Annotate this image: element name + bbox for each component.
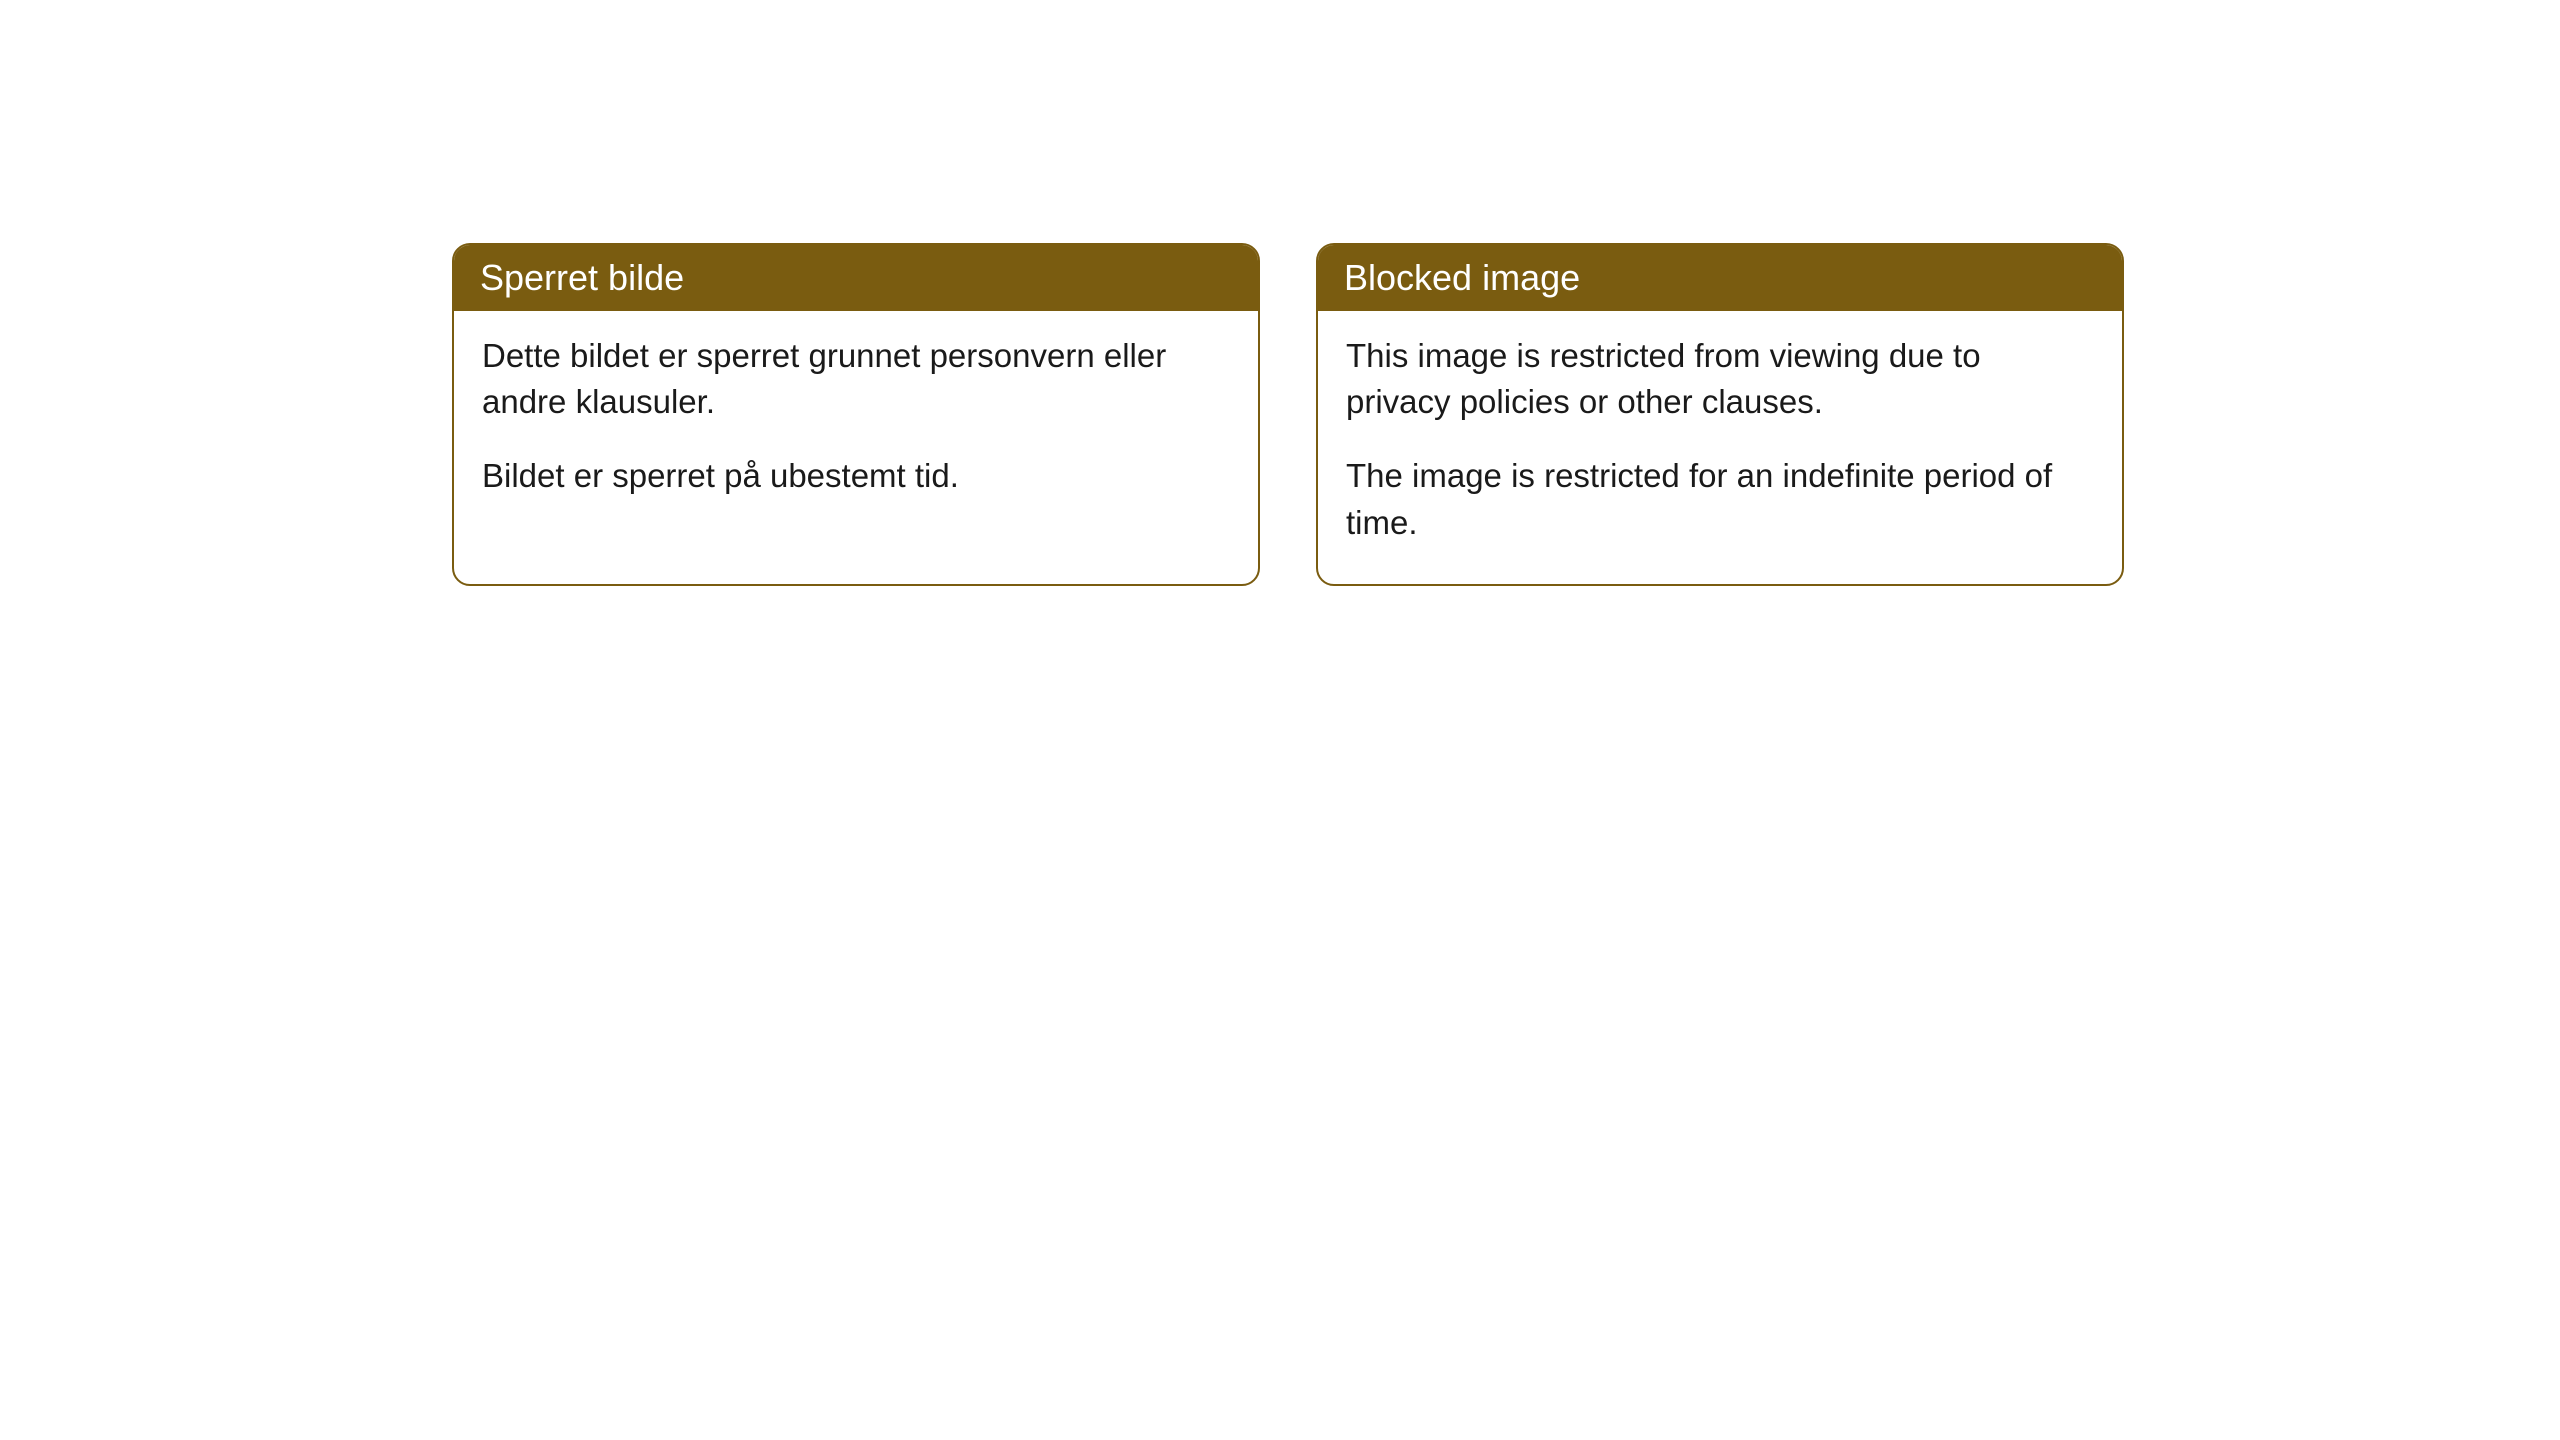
card-body: Dette bildet er sperret grunnet personve… <box>454 311 1258 538</box>
card-paragraph: The image is restricted for an indefinit… <box>1346 453 2094 545</box>
card-paragraph: Dette bildet er sperret grunnet personve… <box>482 333 1230 425</box>
card-body: This image is restricted from viewing du… <box>1318 311 2122 584</box>
notice-card-norwegian: Sperret bilde Dette bildet er sperret gr… <box>452 243 1260 586</box>
card-title: Sperret bilde <box>480 257 684 298</box>
notice-cards-container: Sperret bilde Dette bildet er sperret gr… <box>452 243 2124 586</box>
card-header: Sperret bilde <box>454 245 1258 311</box>
card-title: Blocked image <box>1344 257 1580 298</box>
card-paragraph: Bildet er sperret på ubestemt tid. <box>482 453 1230 499</box>
notice-card-english: Blocked image This image is restricted f… <box>1316 243 2124 586</box>
card-paragraph: This image is restricted from viewing du… <box>1346 333 2094 425</box>
card-header: Blocked image <box>1318 245 2122 311</box>
